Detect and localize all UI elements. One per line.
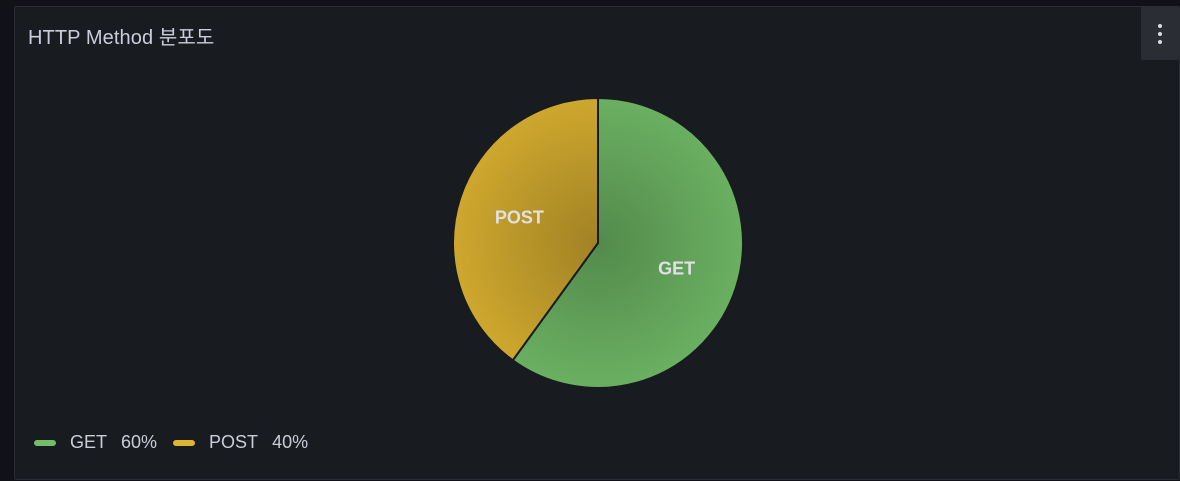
pie-slice-get[interactable] xyxy=(511,97,744,389)
legend-swatch-post xyxy=(173,439,196,446)
pie-slice-post[interactable] xyxy=(452,97,599,362)
pie-slice-label-post: POST xyxy=(495,207,544,227)
legend-swatch-get xyxy=(34,439,56,446)
legend-label-get: GET xyxy=(70,432,108,452)
legend-label-post: POST xyxy=(209,432,259,452)
panel-menu-button[interactable] xyxy=(1141,7,1179,60)
panel-title: HTTP Method 분포도 xyxy=(28,27,215,49)
legend-percent-get: 60% xyxy=(121,432,158,452)
legend-item-get[interactable]: GET 60% xyxy=(34,432,157,453)
pie-chart: GET POST xyxy=(452,97,744,389)
chart-legend: GET 60% POST 40% xyxy=(34,432,308,453)
pie-slice-label-get: GET xyxy=(658,259,695,279)
legend-percent-post: 40% xyxy=(272,432,309,452)
pie-chart-panel: HTTP Method 분포도 GET POST GET 60% POST 40% xyxy=(14,6,1180,480)
legend-item-post[interactable]: POST 40% xyxy=(173,432,308,453)
kebab-menu-icon xyxy=(1158,23,1162,44)
